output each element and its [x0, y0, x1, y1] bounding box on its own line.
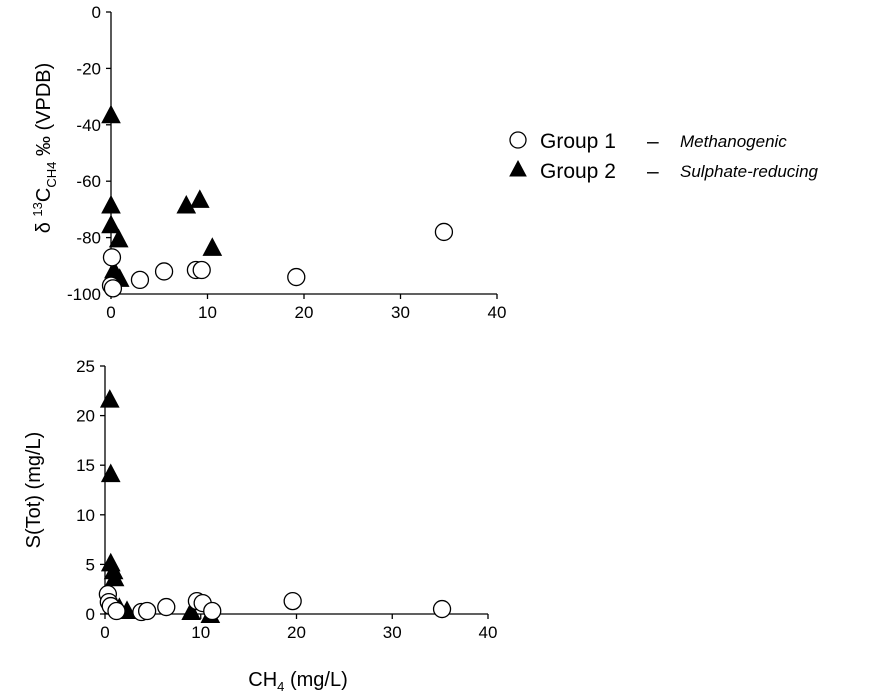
group-1-point [283, 591, 302, 611]
group-2-point [108, 228, 129, 248]
x-tick-label: 10 [198, 303, 217, 322]
x-title-sub: 4 [277, 679, 284, 694]
y-tick-label: 0 [92, 3, 101, 22]
y-tick-label: -60 [76, 172, 101, 191]
y-tick-label: -100 [67, 285, 101, 304]
legend-dash: – [647, 130, 659, 153]
group-2-point [189, 189, 210, 208]
group-1-point [137, 601, 157, 621]
tick-labels: 0 10 20 30 40 0 -20 -40 -60 -80 -100 [67, 3, 506, 322]
group-1-point [192, 260, 211, 280]
y-tick-label: 5 [86, 555, 95, 574]
x-title-main: CH [248, 669, 277, 691]
y-title-sub: CH4 [44, 162, 59, 188]
legend-label: Group 2 [540, 160, 616, 183]
group-2-point [101, 194, 121, 214]
legend-label: Group 1 [540, 130, 616, 153]
group-1-point [130, 270, 150, 290]
group-1-point [154, 262, 174, 281]
x-tick-label: 40 [479, 623, 498, 642]
y-title-sup: 13 [30, 202, 45, 216]
y-title-mid: C [33, 188, 55, 202]
group-1-point [103, 279, 123, 298]
group-1-point [434, 222, 454, 242]
x-tick-label: 20 [295, 303, 314, 322]
x-title-end: (mg/L) [284, 669, 347, 691]
group-1-point [203, 601, 222, 621]
group-2-point [100, 463, 121, 483]
legend-circle-marker [509, 131, 527, 149]
data-marks [101, 104, 454, 298]
group-2-point [99, 389, 120, 408]
y-title-end: ‰ (VPDB) [33, 63, 55, 162]
y-tick-label: -20 [76, 59, 101, 78]
group-1-point [432, 599, 452, 619]
group-1-point [287, 267, 306, 287]
legend-description: Sulphate-reducing [680, 162, 819, 181]
group-1-point [107, 601, 126, 621]
data-marks [98, 389, 452, 623]
y-tick-label: 15 [76, 456, 95, 475]
group-2-point [104, 567, 125, 587]
y-tick-label: 20 [76, 407, 95, 426]
y-axis-title: δ 13CCH4 ‰ (VPDB) [30, 63, 59, 234]
y-tick-label: -40 [76, 116, 101, 135]
group-2-point [176, 194, 197, 214]
x-tick-label: 30 [383, 623, 402, 642]
y-axis-title: S(Tot) (mg/L) [23, 432, 45, 549]
group-1-point [102, 248, 122, 267]
group-2-point [202, 237, 223, 256]
legend-triangle-marker [509, 159, 527, 177]
legend-item-group-1: Group 1 – Methanogenic [509, 130, 787, 153]
y-tick-label: -80 [76, 229, 101, 248]
legend-item-group-2: Group 2 – Sulphate-reducing [509, 159, 819, 183]
x-tick-label: 40 [488, 303, 507, 322]
x-tick-label: 20 [287, 623, 306, 642]
x-tick-label: 0 [106, 303, 115, 322]
chart-total-sulphur: 0 10 20 30 40 25 20 15 10 5 0 S(Tot) (mg/L) CH4 (m… [23, 357, 497, 694]
legend-dash: – [647, 160, 659, 183]
y-tick-label: 25 [76, 357, 95, 376]
ticks [100, 365, 489, 619]
x-tick-label: 0 [100, 623, 109, 642]
group-2-point [101, 104, 121, 124]
group-1-point [157, 597, 176, 617]
group-2-point [181, 601, 202, 620]
y-title-main: δ [33, 217, 55, 234]
y-tick-label: 10 [76, 506, 95, 525]
ticks [106, 11, 498, 299]
x-tick-label: 30 [391, 303, 410, 322]
x-tick-label: 10 [191, 623, 210, 642]
legend: Group 1 – Methanogenic Group 2 – Sulphat… [509, 130, 819, 183]
legend-description: Methanogenic [680, 132, 787, 151]
x-axis-title: CH4 (mg/L) [248, 669, 347, 694]
group-2-point [101, 214, 121, 234]
tick-labels: 0 10 20 30 40 25 20 15 10 5 0 [76, 357, 497, 642]
y-tick-label: 0 [86, 605, 95, 624]
chart-methane-isotope: 0 10 20 30 40 0 -20 -40 -60 -80 -100 δ 13CCH4 ‰ (V… [30, 3, 506, 322]
